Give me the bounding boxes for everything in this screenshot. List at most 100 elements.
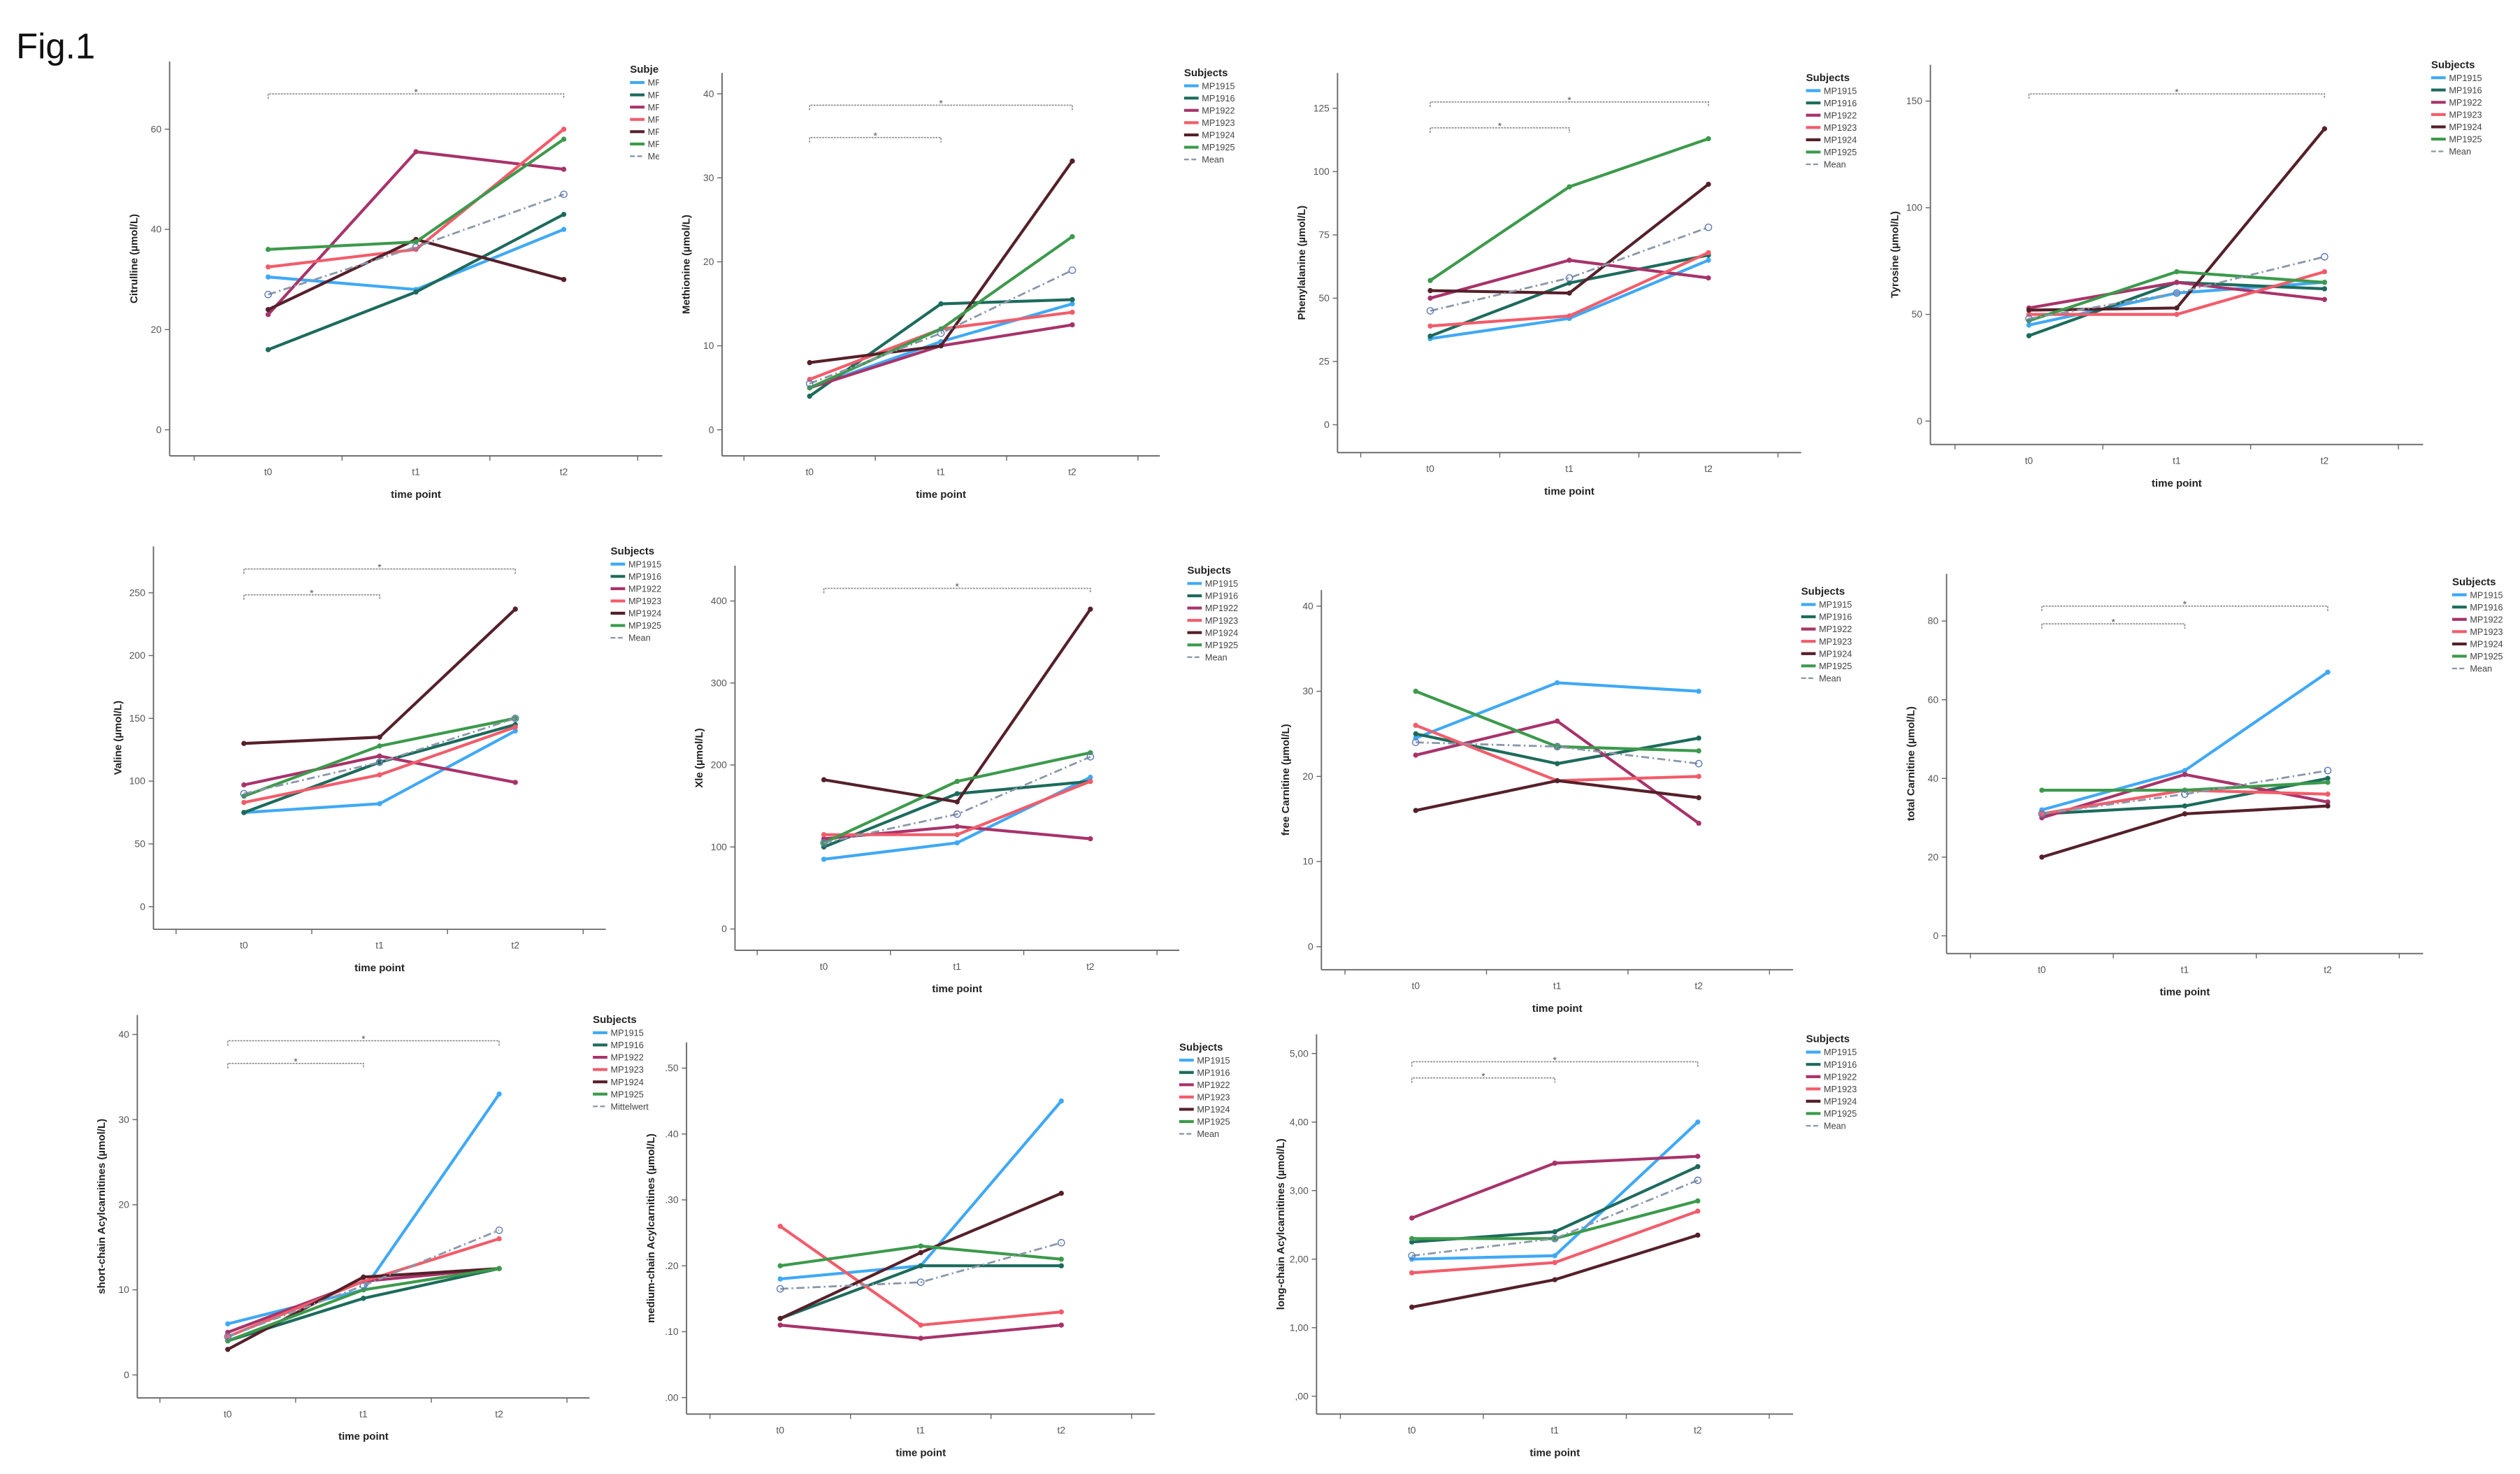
y-axis-title: medium-chain Acylcarnitines (µmol/L) xyxy=(645,1133,657,1323)
y-axis-title: Methionine (µmol/L) xyxy=(681,215,693,314)
legend-label: MP1924 xyxy=(1202,131,1234,141)
data-point-mp1923 xyxy=(2325,792,2331,797)
data-point-mp1923 xyxy=(1070,309,1075,315)
y-tick-label: 100 xyxy=(1313,166,1330,177)
data-point-mp1924 xyxy=(1552,1277,1557,1282)
x-axis-title: time point xyxy=(916,489,966,501)
x-axis-title: time point xyxy=(1532,1003,1583,1015)
significance-bracket xyxy=(823,587,1091,594)
legend: Subjects MP1915 MP1916 MP1922 MP1923 MP1924 MP… xyxy=(1801,586,1852,684)
series-line-mean xyxy=(1411,1179,1699,1257)
data-point-mp1924 xyxy=(954,799,960,805)
data-point-mp1922 xyxy=(241,782,247,788)
legend-label: MP1916 xyxy=(648,90,681,100)
y-tick-label: 0 xyxy=(124,1369,129,1380)
data-point-mp1916 xyxy=(2321,286,2328,292)
data-point-mean xyxy=(1553,743,1562,751)
data-point-mean xyxy=(1694,759,1703,768)
data-point-mean xyxy=(937,329,945,337)
y-tick-label: .00 xyxy=(665,1391,679,1403)
data-point-mp1924 xyxy=(777,1315,783,1322)
y-tick-label: .40 xyxy=(665,1128,679,1139)
x-tick-label: t1 xyxy=(1553,980,1562,992)
data-point-mp1924 xyxy=(2174,305,2180,311)
legend-label: MP1915 xyxy=(1819,600,1852,610)
data-point-mean xyxy=(1057,1238,1065,1247)
series-line-mean xyxy=(227,1229,500,1338)
legend-label: Mittelwert xyxy=(611,1102,649,1112)
data-point-mp1923 xyxy=(1413,722,1418,729)
data-point-mp1916 xyxy=(1555,761,1560,766)
chart-panel: 0 50 100 150 t0 t1 t2 time point Tyrosine (µmol/… xyxy=(1889,59,2482,489)
significance-bracket xyxy=(243,594,380,600)
legend: Subjects MP1915 MP1916 MP1922 MP1923 MP1924 MP… xyxy=(2431,59,2482,157)
legend-label: MP1925 xyxy=(1205,641,1238,650)
y-tick-label: 250 xyxy=(129,587,145,598)
y-tick-label: 30 xyxy=(118,1114,129,1125)
data-point-mp1924 xyxy=(1070,158,1075,164)
data-point-mean xyxy=(264,290,272,299)
legend-title: Subjects xyxy=(1184,67,1228,79)
data-point-mean xyxy=(2173,289,2181,297)
legend-title: Subjects xyxy=(1188,565,1232,577)
y-tick-label: 30 xyxy=(703,172,714,183)
x-tick-label: t1 xyxy=(953,961,961,972)
data-point-mp1924 xyxy=(938,343,944,349)
series-line-mp1922 xyxy=(1415,719,1700,825)
data-point-mp1924 xyxy=(1695,1232,1701,1238)
x-tick-label: t0 xyxy=(264,466,273,478)
data-point-mp1915 xyxy=(777,1276,783,1282)
legend-label: MP1923 xyxy=(1819,637,1852,647)
x-tick-label: t2 xyxy=(2321,455,2329,466)
legend-label: MP1925 xyxy=(1824,1109,1857,1119)
legend-label: MP1922 xyxy=(611,1053,644,1063)
legend-label: MP1916 xyxy=(2449,85,2482,95)
data-point-mp1915 xyxy=(1696,688,1701,694)
data-point-mp1922 xyxy=(1070,322,1075,328)
legend-label: Mean xyxy=(1824,160,1846,170)
legend-label: MP1924 xyxy=(1205,628,1238,638)
data-point-mp1922 xyxy=(1413,752,1418,758)
data-point-mp1925 xyxy=(1427,278,1433,283)
data-point-mp1924 xyxy=(265,306,271,313)
y-axis-title: free Carnitine (µmol/L) xyxy=(1280,724,1292,836)
data-point-mp1924 xyxy=(821,777,827,782)
data-point-mp1915 xyxy=(1695,1119,1701,1125)
figure-label: Fig.1 xyxy=(16,26,95,66)
significance-label: * xyxy=(1553,1054,1557,1066)
data-point-mp1925 xyxy=(1696,748,1701,754)
data-point-mp1915 xyxy=(2026,322,2032,328)
data-point-mp1923 xyxy=(241,799,247,806)
y-tick-label: 100 xyxy=(711,841,727,852)
y-tick-label: 5,00 xyxy=(1290,1047,1309,1059)
data-point-mean xyxy=(916,1278,925,1287)
chart-panel: 0 10 20 30 40 t0 t1 t2 time point short-chain Acy… xyxy=(96,1014,649,1443)
legend-label: MP1923 xyxy=(648,115,681,124)
data-point-mp1923 xyxy=(918,1322,923,1328)
legend-title: Subjects xyxy=(2431,59,2475,71)
significance-label: * xyxy=(1481,1071,1485,1082)
significance-label: * xyxy=(2183,599,2187,610)
legend-label: MP1923 xyxy=(1824,123,1857,133)
y-tick-label: 40 xyxy=(151,224,162,235)
data-point-mp1922 xyxy=(377,753,382,759)
x-tick-label: t0 xyxy=(1411,980,1420,992)
legend-label: MP1924 xyxy=(628,609,661,619)
data-point-mp1915 xyxy=(496,1091,502,1097)
x-tick-label: t1 xyxy=(375,940,384,951)
data-point-mp1916 xyxy=(1070,296,1075,303)
data-point-mean xyxy=(1408,1252,1416,1260)
data-point-mp1916 xyxy=(1413,731,1418,737)
data-point-mean xyxy=(776,1285,784,1293)
legend-title: Subjects xyxy=(1801,586,1845,598)
y-tick-label: 0 xyxy=(140,901,145,912)
data-point-mp1916 xyxy=(2026,333,2032,338)
data-point-mean xyxy=(1704,223,1713,231)
data-point-mean xyxy=(2321,252,2328,261)
data-point-mp1924 xyxy=(1427,287,1433,294)
data-point-mp1922 xyxy=(561,166,567,172)
y-tick-label: 20 xyxy=(118,1199,129,1210)
data-point-mp1923 xyxy=(1552,1259,1557,1266)
data-point-mp1916 xyxy=(265,347,271,352)
data-point-mp1915 xyxy=(1070,301,1075,307)
